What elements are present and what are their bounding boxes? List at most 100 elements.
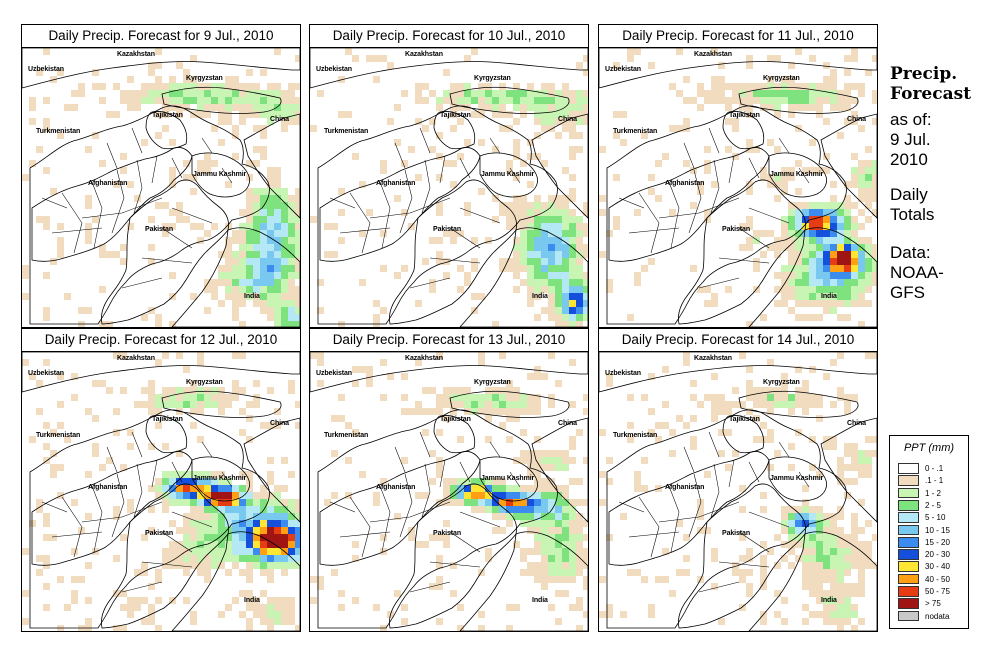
map-label-turkmenistan: Turkmenistan [36,128,81,135]
precip-cell [541,216,548,223]
precip-cell [513,251,520,258]
precip-cell [795,97,802,104]
as-of-year: 2010 [890,150,928,169]
precip-cell [851,562,858,569]
precip-cell [583,237,588,244]
precip-cell [520,279,527,286]
precip-cell [851,111,858,118]
precip-cell [569,307,576,314]
precip-cell [204,562,211,569]
precip-cell [267,625,274,631]
precip-cell [373,314,380,321]
legend-swatch [898,610,919,622]
precip-cell [225,286,232,293]
precip-cell [767,359,774,366]
legend-swatch [898,512,919,523]
precip-cell [204,394,211,401]
precip-cell [520,492,527,499]
precip-cell [253,83,260,90]
precip-cell [541,555,548,562]
precip-cell [520,251,527,258]
precip-cell [774,534,781,541]
legend-label: 5 - 10 [925,513,946,523]
precip-cell [711,293,718,300]
precip-cell [204,97,211,104]
precip-cell [865,583,872,590]
precip-cell [274,223,281,230]
precip-cell [43,118,50,125]
precip-cell [232,548,239,555]
precip-cell [795,265,802,272]
precip-cell [239,471,246,478]
precip-cell [43,443,50,450]
legend-swatch [898,524,919,536]
sidebar-title: Precip. Forecast [890,64,971,104]
precip-cell [260,265,267,272]
precip-cell [548,97,555,104]
precip-cell [253,618,260,625]
boundary-line [459,531,588,631]
precip-cell [697,499,704,506]
precip-cell [113,590,120,597]
precip-cell [725,97,732,104]
map-label-jammu-kashmir: Jammu Kashmir [770,475,824,482]
precip-cell [555,583,562,590]
map-label-uzbekistan: Uzbekistan [316,66,352,73]
precip-cell [774,244,781,251]
precip-cell [844,69,851,76]
precip-cell [190,387,197,394]
precip-cell [795,583,802,590]
precip-cell [281,97,288,104]
precip-cell [858,265,865,272]
admin-line [638,192,660,254]
precip-cell [555,478,562,485]
map-label-china: China [847,420,866,427]
precip-cell [204,492,211,499]
precip-cell [155,76,162,83]
precip-cell [583,251,588,258]
precip-cell [627,436,634,443]
precip-cell [99,286,106,293]
precip-cell [373,499,380,506]
precip-cell [204,534,211,541]
map-label-tajikistan: Tajikistan [729,416,760,423]
precip-cell [36,499,43,506]
precip-cell [429,118,436,125]
precip-cell [57,401,64,408]
precip-cell [422,83,429,90]
precip-cell [288,300,295,307]
precip-cell [760,492,767,499]
precip-cell [527,457,534,464]
precip-cell [520,429,527,436]
precip-cell [548,576,555,583]
precip-cell [211,286,218,293]
precip-cell [380,307,387,314]
precip-cell [555,314,562,321]
precip-cell [443,485,450,492]
precip-cell [837,314,844,321]
precip-cell [295,401,300,408]
precip-cell [267,188,274,195]
precip-cell [823,244,830,251]
precip-cell [555,569,562,576]
precip-cell [802,265,809,272]
precip-cell [548,492,555,499]
precip-cell [260,209,267,216]
precip-cell [443,541,450,548]
precip-cell [162,223,169,230]
precip-cell [795,223,802,230]
precip-cell [408,408,415,415]
precip-cell [324,499,331,506]
precip-cell [218,251,225,258]
precip-cell [534,394,541,401]
precip-cell [478,492,485,499]
map-label-afghanistan: Afghanistan [376,484,416,491]
precip-cell [436,174,443,181]
precip-cell [288,111,295,118]
precip-cell [225,520,232,527]
precip-cell [85,597,92,604]
precip-cell [211,160,218,167]
admin-line [710,463,720,518]
precip-cell [662,401,669,408]
